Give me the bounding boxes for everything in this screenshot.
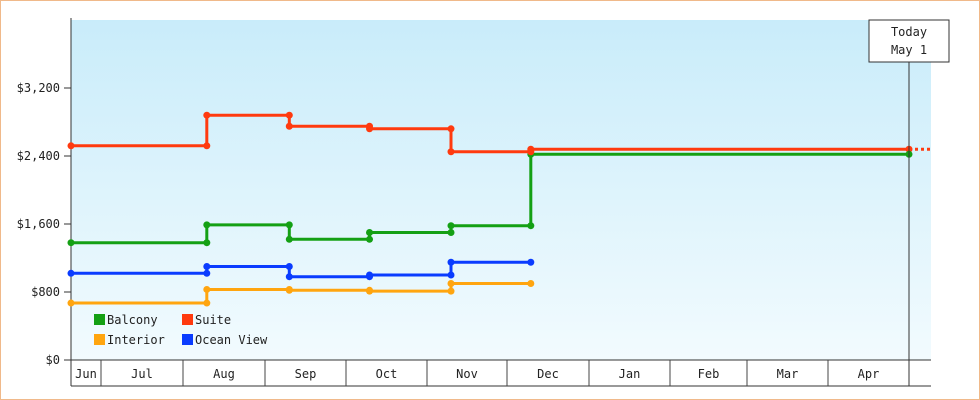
data-point-interior <box>203 299 211 307</box>
data-point-balcony <box>366 235 374 243</box>
data-point-suite <box>447 125 455 133</box>
x-tick-label: Sep <box>295 367 317 381</box>
data-point-suite <box>447 148 455 156</box>
x-tick-label: Feb <box>698 367 720 381</box>
x-tick-label: Jan <box>619 367 641 381</box>
y-tick-label: $1,600 <box>17 217 60 231</box>
data-point-suite <box>527 145 535 153</box>
today-label-box <box>868 19 950 63</box>
data-point-balcony <box>447 222 455 230</box>
x-tick-label: Aug <box>213 367 235 381</box>
x-tick-label: Mar <box>777 367 799 381</box>
y-tick-label: $2,400 <box>17 149 60 163</box>
data-point-suite <box>203 111 211 119</box>
data-point-suite <box>203 142 211 150</box>
data-point-balcony <box>285 235 293 243</box>
data-point-balcony <box>366 229 374 236</box>
data-point-ocean-view <box>285 273 293 281</box>
series-line-interior <box>71 282 531 305</box>
data-point-interior <box>67 299 75 307</box>
legend-swatch-ocean-view <box>182 334 193 345</box>
data-point-interior <box>447 280 455 287</box>
data-point-ocean-view <box>366 271 374 279</box>
data-point-balcony <box>447 229 455 236</box>
today-date: May 1 <box>891 43 927 57</box>
data-point-balcony <box>203 239 211 247</box>
data-point-suite <box>67 142 75 150</box>
data-point-interior <box>447 287 455 295</box>
y-tick-label: $3,200 <box>17 81 60 95</box>
y-tick-label: $0 <box>46 353 60 367</box>
data-point-ocean-view <box>203 269 211 277</box>
data-point-interior <box>285 286 293 294</box>
data-point-ocean-view <box>447 271 455 279</box>
legend-label-suite: Suite <box>195 313 231 327</box>
x-tick-label: Apr <box>858 367 880 381</box>
data-point-ocean-view <box>527 258 535 266</box>
data-point-suite <box>285 111 293 119</box>
data-point-balcony <box>67 239 75 247</box>
data-point-balcony <box>527 222 535 230</box>
legend-label-ocean-view: Ocean View <box>195 333 268 347</box>
x-tick-label: Oct <box>376 367 398 381</box>
data-point-ocean-view <box>67 269 75 277</box>
data-point-ocean-view <box>447 258 455 266</box>
data-point-suite <box>285 122 293 130</box>
x-tick-label: Jun <box>75 367 97 381</box>
data-point-interior <box>366 287 374 295</box>
legend-swatch-interior <box>94 334 105 345</box>
x-tick-label: Jul <box>131 367 153 381</box>
y-tick-label: $800 <box>31 285 60 299</box>
legend-swatch-suite <box>182 314 193 325</box>
legend-label-interior: Interior <box>107 333 165 347</box>
legend-label-balcony: Balcony <box>107 313 158 327</box>
data-point-ocean-view <box>203 263 211 270</box>
data-point-ocean-view <box>285 263 293 270</box>
x-tick-label: Nov <box>456 367 478 381</box>
data-point-balcony <box>285 221 293 229</box>
x-tick-label: Dec <box>537 367 559 381</box>
legend-swatch-balcony <box>94 314 105 325</box>
data-point-balcony <box>203 221 211 229</box>
data-point-interior <box>527 280 535 287</box>
data-point-interior <box>203 285 211 293</box>
data-point-suite <box>366 125 374 133</box>
plot-background <box>71 20 931 360</box>
today-label: Today <box>891 25 927 39</box>
